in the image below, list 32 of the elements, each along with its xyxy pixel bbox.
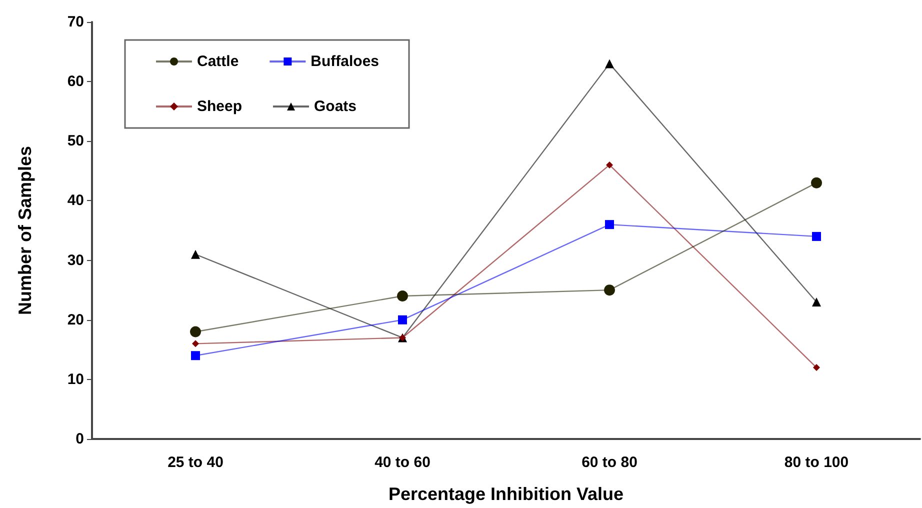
y-tick-label: 50 (67, 132, 84, 150)
point (190, 326, 201, 338)
point (191, 351, 200, 360)
point (605, 220, 614, 230)
point (605, 59, 614, 68)
point (191, 250, 200, 259)
y-axis-title: Number of Samples (15, 146, 35, 316)
point (811, 177, 822, 188)
point (812, 297, 821, 306)
point (812, 232, 821, 241)
legend-label: Buffaloes (310, 53, 380, 70)
y-tick-label: 60 (67, 73, 84, 90)
y-tick-label: 20 (67, 311, 84, 328)
point (192, 340, 199, 348)
point (604, 284, 615, 296)
legend-label: Sheep (197, 98, 242, 115)
point (813, 364, 820, 372)
x-tick-label: 40 to 60 (374, 454, 430, 471)
point (606, 161, 613, 168)
x-tick-label: 80 to 100 (784, 454, 849, 471)
y-tick-label: 40 (67, 192, 84, 210)
x-tick-label: 60 to 80 (582, 454, 638, 471)
point (397, 290, 408, 302)
y-tick-label: 0 (76, 430, 84, 448)
legend-label: Cattle (197, 53, 239, 70)
y-tick-label: 10 (67, 370, 84, 388)
x-axis-title: Percentage Inhibition Value (388, 484, 624, 504)
point (398, 315, 407, 324)
legend-label: Goats (314, 98, 357, 115)
y-tick-label: 30 (67, 252, 84, 269)
x-tick-label: 25 to 40 (168, 454, 224, 471)
y-tick-label: 70 (67, 14, 84, 30)
